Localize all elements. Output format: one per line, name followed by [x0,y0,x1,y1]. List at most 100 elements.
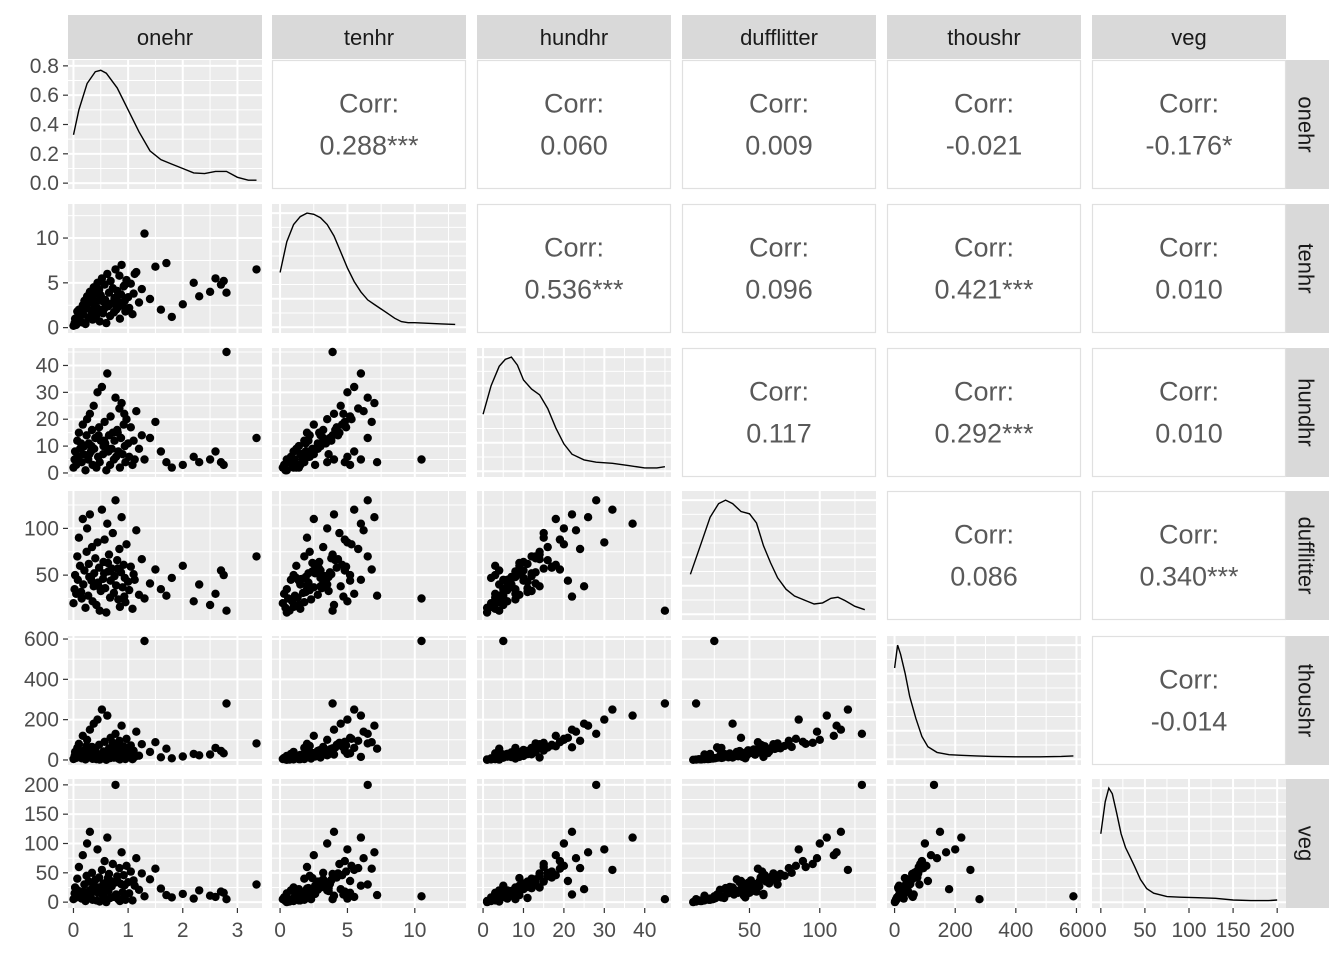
scatter-point [339,409,348,418]
scatter-point [367,417,376,427]
scatter-point [829,731,838,740]
scatter-point [966,865,975,875]
scatter-point [137,869,146,878]
scatter-point [507,886,516,896]
scatter-point [79,580,88,589]
scatter-point [319,868,328,877]
scatter-point [162,744,171,753]
scatter-point [145,433,155,443]
scatter-point [73,874,82,883]
scatter-point [575,863,585,873]
scatter-point [219,276,228,286]
scatter-point [205,600,215,610]
scatter-point [728,753,737,762]
density-curve-thoushr [893,644,1074,758]
scatter-point [372,744,382,753]
scatter-point [151,417,160,427]
scatter-point [559,524,569,533]
scatter-point [93,538,102,547]
corr-label: Corr: [954,377,1014,407]
scatter-point [118,450,127,459]
scatter-point [292,561,301,570]
scatter-point [720,893,729,903]
scatter-point [100,856,109,866]
scatter-point [128,896,137,905]
scatter-point [691,895,701,904]
x-tick-label: 100 [1171,919,1206,942]
corr-label: Corr: [749,89,809,119]
scatter-point [99,569,109,578]
scatter-point [519,576,528,585]
scatter-point [567,510,577,519]
scatter-point [79,450,88,459]
scatter-point [189,452,198,461]
scatter-point [87,310,96,320]
scatter-point [76,587,86,597]
scatter-point [222,699,231,708]
scatter-point [535,869,544,878]
y-tick-label: 40 [36,354,59,377]
scatter-point [315,746,324,755]
scatter-point [219,749,228,758]
y-tick-label: 50 [36,862,59,885]
scatter-point [126,279,135,288]
corr-panel-dufflitter-veg [1091,490,1287,621]
scatter-point [329,455,339,464]
scatter-point [82,431,91,440]
x-tick-label: 0 [889,919,901,942]
scatter-point [76,749,86,759]
scatter-point [372,591,382,600]
scatter-point [178,300,187,309]
scatter-point [151,262,160,271]
corr-value-onehr-thoushr: -0.021 [946,131,1023,161]
corr-label: Corr: [544,233,604,263]
scatter-point [145,579,155,588]
scatter-point [308,558,317,568]
y-tick-label: 150 [24,803,59,826]
scatter-point [328,895,337,904]
scatter-point [102,318,111,328]
strip-label-right-thoushr: thoushr [1294,664,1319,737]
scatter-point [350,705,359,714]
scatter-point [316,582,325,591]
scatter-point [563,876,573,886]
scatter-point [567,592,577,601]
scatter-point [80,566,89,575]
scatter-point [140,892,149,901]
scatter-point [535,753,544,762]
y-tick-label: 10 [36,227,59,250]
corr-panel-dufflitter-thoushr [886,490,1082,621]
scatter-point [85,725,95,734]
scatter-point [125,303,134,313]
scatter-point [370,398,379,408]
scatter-point [113,297,122,306]
scatter-point [340,535,349,544]
scatter-point [310,460,320,470]
scatter-point [123,577,133,586]
scatter-point [167,573,176,583]
corr-label: Corr: [954,233,1014,263]
strip-label-top-hundhr: hundhr [540,25,609,50]
scatter-point [417,455,426,464]
scatter-point [137,431,146,440]
scatter-point [189,597,198,606]
scatter-point [117,260,126,270]
x-tick-label: 3 [232,919,244,942]
scatter-point [162,591,171,600]
scatter-point [120,281,129,290]
scatter-point [76,306,86,315]
scatter-point [189,894,198,903]
scatter-point [539,746,548,755]
scatter-point [356,519,366,528]
strip-label-top-veg: veg [1171,25,1206,50]
corr-panel-hundhr-thoushr [886,347,1082,478]
corr-panel-onehr-dufflitter [681,59,877,190]
scatter-point [345,749,355,758]
scatter-point [85,748,94,757]
scatter-point [129,746,138,755]
scatter-point [857,729,867,738]
scatter-point [592,729,601,738]
scatter-point [791,861,801,870]
scatter-point [815,735,824,744]
scatter-point [286,886,296,895]
